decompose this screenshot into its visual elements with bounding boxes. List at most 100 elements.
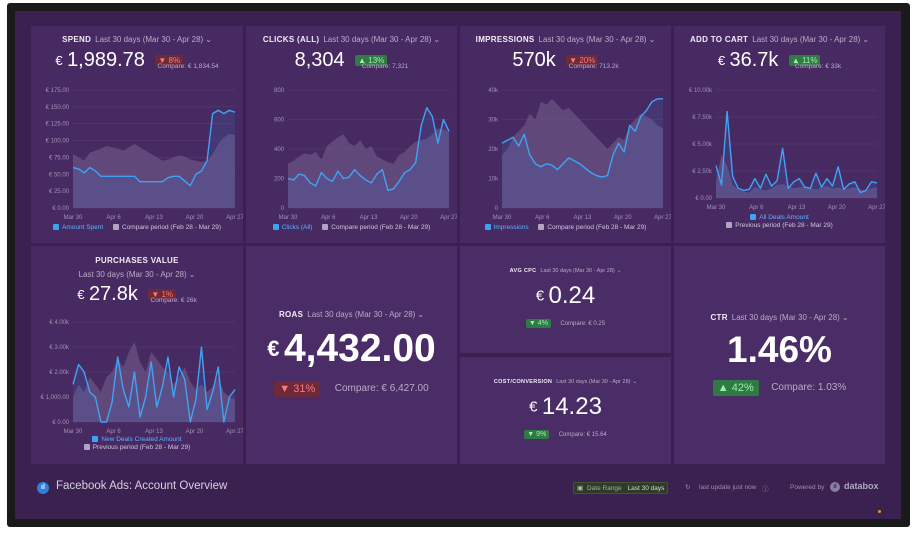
x-tick-label: Apr 20 — [400, 215, 418, 221]
databox-brand-icon: ıl — [830, 482, 840, 492]
tile-roas[interactable]: ROAS Last 30 days (Mar 30 - Apr 28) ⌄ € 4,… — [246, 246, 457, 464]
series-area-previous — [716, 154, 877, 198]
clicks-chart[interactable]: 800 600 400 200 0 Mar 30 Apr 6 Apr 13 Apr 20 Apr … — [246, 84, 457, 224]
spend-chart[interactable]: € 175.00 € 150.00 € 125.00 € 100.00 € 75.00 €… — [31, 84, 243, 224]
legend-label: Amount Spent — [61, 224, 104, 231]
period-selector[interactable]: Last 30 days (Mar 30 - Apr 28) — [78, 270, 187, 279]
chevron-down-icon[interactable]: ⌄ — [205, 35, 212, 44]
calendar-icon: ▣ — [577, 485, 584, 492]
legend-item-prev[interactable]: Compare period (Feb 28 - Mar 29) — [538, 224, 646, 231]
x-tick-label: Apr 6 — [321, 215, 336, 221]
tile-header: CTR Last 30 days (Mar 30 - Apr 28) ⌄ — [674, 313, 885, 322]
arrow-down-icon: ▼ — [151, 290, 160, 299]
y-tick-label: 0 — [281, 206, 285, 212]
chevron-down-icon[interactable]: ⌄ — [616, 268, 622, 274]
kpi-value: 0.24 — [548, 282, 596, 309]
legend-item-main[interactable]: Amount Spent — [52, 224, 104, 231]
tile-clicks[interactable]: CLICKS (ALL) Last 30 days (Mar 30 - Apr 2… — [246, 26, 457, 243]
y-tick-label: € 2.50k — [692, 169, 713, 175]
change-badge: ▼ 8% — [155, 55, 184, 66]
tile-impressions[interactable]: IMPRESSIONS Last 30 days (Mar 30 - Apr 28… — [460, 26, 671, 243]
currency-symbol: € — [267, 336, 280, 361]
kpi-value: 8,304 — [294, 49, 345, 71]
y-tick-label: 400 — [274, 147, 285, 153]
x-tick-label: Mar 30 — [64, 215, 83, 221]
period-selector[interactable]: Last 30 days (Mar 30 - Apr 28) — [307, 310, 416, 319]
y-tick-label: 0 — [495, 206, 499, 212]
legend-item-main[interactable]: All Deals Amount — [674, 214, 885, 221]
kpi-row: € 14.23 — [460, 393, 671, 421]
currency-symbol: € — [529, 398, 538, 416]
tile-purchases-value[interactable]: PURCHASES VALUE Last 30 days (Mar 30 - A… — [31, 246, 243, 464]
chevron-down-icon[interactable]: ⌄ — [632, 379, 638, 385]
tile-title: AVG CPC — [509, 268, 537, 274]
legend-item-prev[interactable]: Compare period (Feb 28 - Mar 29) — [113, 224, 221, 231]
checkbox-icon — [538, 224, 545, 231]
chevron-down-icon[interactable]: ⌄ — [841, 313, 849, 322]
series-area-current — [502, 98, 663, 208]
tile-ctr[interactable]: CTR Last 30 days (Mar 30 - Apr 28) ⌄ 1.46%… — [674, 246, 885, 464]
chevron-down-icon[interactable]: ⌄ — [862, 35, 870, 44]
change-value: 8% — [168, 56, 181, 65]
series-area-previous — [73, 133, 235, 208]
tile-add-to-cart[interactable]: ADD TO CART Last 30 days (Mar 30 - Apr 28… — [674, 26, 885, 243]
period-selector[interactable]: Last 30 days (Mar 30 - Apr 28) — [556, 379, 631, 385]
legend-item-prev[interactable]: Previous period (Feb 28 - Mar 29) — [674, 222, 885, 229]
arrow-down-icon: ▼ — [527, 431, 535, 439]
legend-item-main[interactable]: Clicks (All) — [272, 224, 312, 231]
legend-item-prev[interactable]: Compare period (Feb 28 - Mar 29) — [322, 224, 430, 231]
legend-item-main[interactable]: Impressions — [484, 224, 529, 231]
x-tick-label: Apr 27 — [654, 215, 671, 221]
period-selector[interactable]: Last 30 days (Mar 30 - Apr 28) — [731, 313, 840, 322]
chevron-down-icon[interactable]: ⌄ — [433, 35, 441, 44]
impressions-chart[interactable]: 40k 30k 20k 10k 0 Mar 30 Apr 6 Apr 13 Apr 20 Apr … — [460, 84, 671, 224]
change-value: 11% — [802, 56, 818, 65]
date-range-control[interactable]: ▣ Date Range Last 30 days — [573, 482, 669, 494]
chevron-down-icon[interactable]: ⌄ — [648, 35, 656, 44]
kpi-row: € 1,989.78 ▼ 8% Compare: € 1,834.54 — [31, 49, 243, 72]
kpi-row: € 27.8k ▼ 1% Compare: € 26k — [31, 283, 243, 306]
power-led — [878, 510, 881, 513]
chevron-down-icon[interactable]: ⌄ — [417, 310, 425, 319]
period-selector[interactable]: Last 30 days (Mar 30 - Apr 28) — [752, 35, 861, 44]
compare-text: Compare: 7,321 — [361, 63, 409, 70]
tile-avg-cpc[interactable]: AVG CPC Last 30 days (Mar 30 - Apr 28) ⌄ €… — [460, 246, 671, 353]
y-tick-label: € 150.00 — [46, 105, 70, 111]
purchases-chart[interactable]: € 4.00k € 3.00k € 2.00k € 1,000.00 € 0.00 Mar… — [31, 316, 243, 438]
kpi-row: 570k ▼ 20% Compare: 713.2k — [460, 49, 671, 72]
arrow-down-icon: ▼ — [279, 382, 291, 395]
y-tick-label: € 0.00 — [52, 420, 69, 426]
kpi-row: 1.46% — [674, 329, 885, 371]
tile-title: ADD TO CART — [689, 35, 749, 44]
x-tick-label: Apr 13 — [788, 205, 806, 211]
refresh-icon[interactable]: ↻ — [685, 484, 691, 491]
tile-header: PURCHASES VALUE Last 30 days (Mar 30 - A… — [31, 256, 243, 279]
y-tick-label: € 1,000.00 — [41, 395, 70, 401]
chevron-down-icon[interactable]: ⌄ — [188, 270, 196, 279]
kpi-value: 570k — [512, 49, 556, 71]
tile-header: CLICKS (ALL) Last 30 days (Mar 30 - Apr 2… — [246, 35, 457, 44]
legend-item-prev[interactable]: Previous period (Feb 28 - Mar 29) — [31, 444, 243, 451]
tile-header: AVG CPC Last 30 days (Mar 30 - Apr 28) ⌄ — [460, 268, 671, 274]
x-tick-label: Apr 20 — [186, 429, 204, 435]
add-to-cart-chart[interactable]: € 10.00k € 7.50k € 5.00k € 2.50k € 0.00 Mar 3… — [674, 84, 885, 214]
tile-cost-conversion[interactable]: COST/CONVERSION Last 30 days (Mar 30 - Ap… — [460, 357, 671, 464]
period-selector[interactable]: Last 30 days (Mar 30 - Apr 28) — [95, 35, 204, 44]
checkbox-icon — [726, 222, 733, 229]
checkbox-icon — [113, 224, 119, 231]
arrow-up-icon: ▲ — [791, 56, 800, 65]
legend-item-main[interactable]: New Deals Created Amount — [31, 436, 243, 443]
y-tick-label: € 7.50k — [692, 115, 713, 121]
period-selector[interactable]: Last 30 days (Mar 30 - Apr 28) — [538, 35, 647, 44]
info-icon[interactable]: ⓘ — [762, 486, 769, 493]
chart-legend: All Deals Amount Previous period (Feb 28… — [674, 214, 885, 229]
checkbox-icon — [83, 444, 90, 451]
period-selector[interactable]: Last 30 days (Mar 30 - Apr 28) — [540, 268, 615, 274]
kpi-value: 1.46% — [727, 329, 832, 370]
tile-spend[interactable]: SPEND Last 30 days (Mar 30 - Apr 28) ⌄ € 1… — [31, 26, 243, 243]
y-tick-label: € 100.00 — [46, 139, 70, 145]
period-selector[interactable]: Last 30 days (Mar 30 - Apr 28) — [323, 35, 432, 44]
tile-header: SPEND Last 30 days (Mar 30 - Apr 28) ⌄ — [31, 35, 243, 44]
change-badge: ▼ 9% — [524, 430, 550, 440]
tile-header: ADD TO CART Last 30 days (Mar 30 - Apr 28… — [674, 35, 885, 44]
